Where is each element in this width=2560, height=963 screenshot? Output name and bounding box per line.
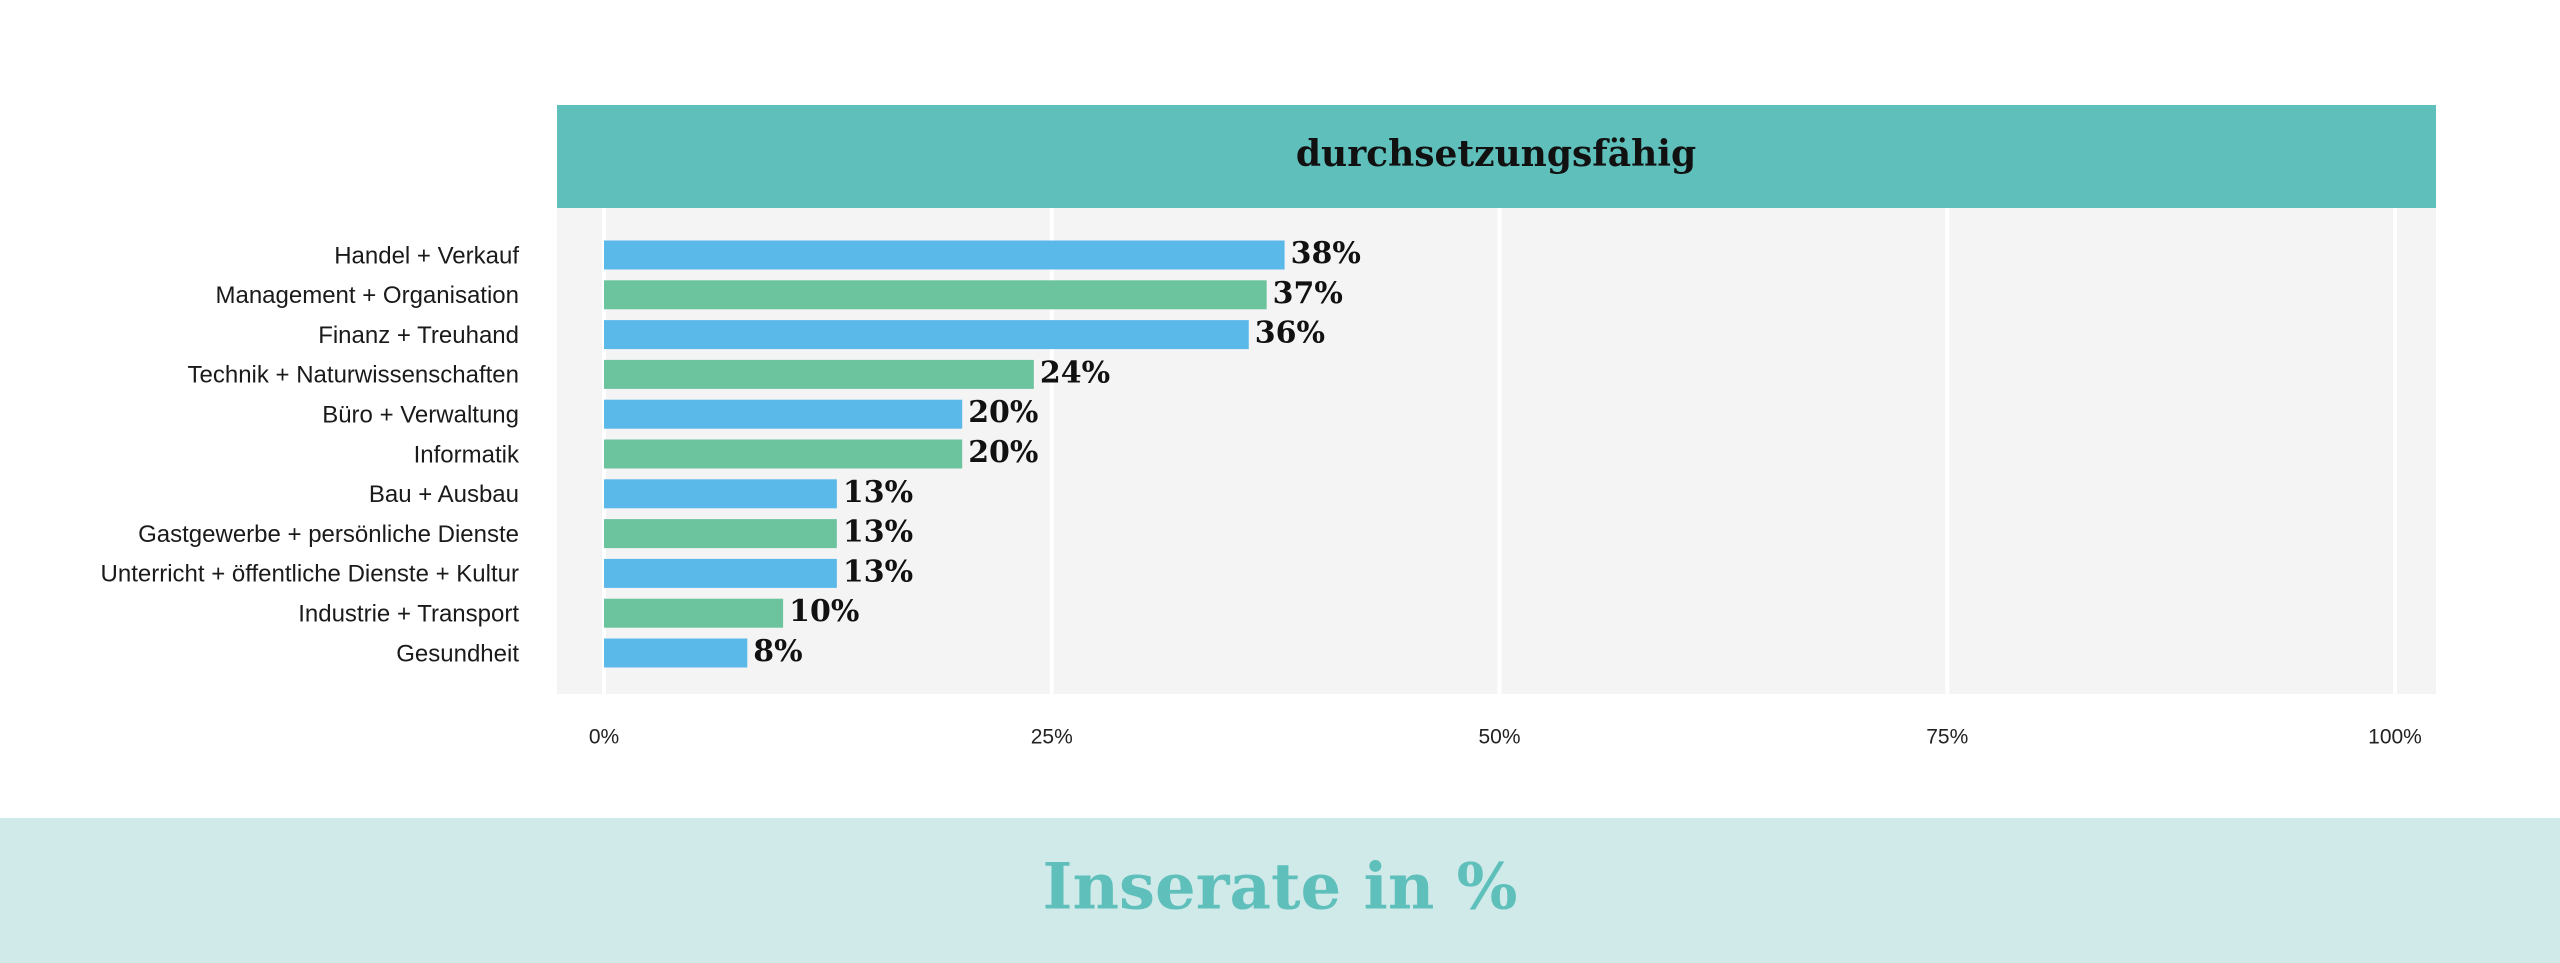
category-label: Handel + Verkauf — [334, 242, 519, 269]
footer-band — [0, 818, 2560, 963]
value-label: 13% — [843, 515, 913, 550]
x-tick-label: 50% — [1478, 726, 1520, 749]
value-label: 8% — [753, 634, 802, 669]
bar — [604, 439, 963, 469]
value-label: 20% — [968, 395, 1038, 430]
bar — [604, 479, 837, 509]
x-tick-label: 0% — [589, 726, 619, 749]
category-label: Büro + Verwaltung — [322, 402, 519, 429]
category-label: Bau + Ausbau — [369, 481, 519, 508]
bar — [604, 399, 963, 429]
bar — [604, 598, 784, 628]
x-tick-label: 100% — [2368, 726, 2422, 749]
category-label: Gastgewerbe + persönliche Dienste — [138, 521, 519, 548]
category-label: Finanz + Treuhand — [318, 322, 519, 349]
bar — [604, 638, 748, 668]
category-label: Unterricht + öffentliche Dienste + Kultu… — [101, 561, 519, 588]
chart-title: durchsetzungsfähig — [1296, 133, 1696, 175]
bar — [604, 280, 1267, 310]
category-label: Industrie + Transport — [298, 601, 519, 628]
bar — [604, 359, 1034, 389]
value-label: 10% — [789, 594, 859, 629]
x-tick-label: 75% — [1926, 726, 1968, 749]
value-label: 36% — [1255, 316, 1325, 351]
category-label: Management + Organisation — [215, 282, 519, 309]
category-label: Informatik — [414, 441, 520, 468]
bar — [604, 240, 1285, 270]
value-label: 37% — [1273, 276, 1343, 311]
x-tick-label: 25% — [1031, 726, 1073, 749]
value-label: 20% — [968, 435, 1038, 470]
bar — [604, 320, 1249, 350]
value-label: 24% — [1040, 355, 1110, 390]
bar — [604, 519, 837, 549]
axis-title: Inserate in % — [1043, 850, 1518, 925]
bar — [604, 558, 837, 588]
category-label: Technik + Naturwissenschaften — [188, 362, 520, 389]
title-band — [557, 105, 2436, 208]
category-label: Gesundheit — [396, 640, 519, 667]
value-label: 38% — [1291, 236, 1361, 271]
value-label: 13% — [843, 554, 913, 589]
value-label: 13% — [843, 475, 913, 510]
